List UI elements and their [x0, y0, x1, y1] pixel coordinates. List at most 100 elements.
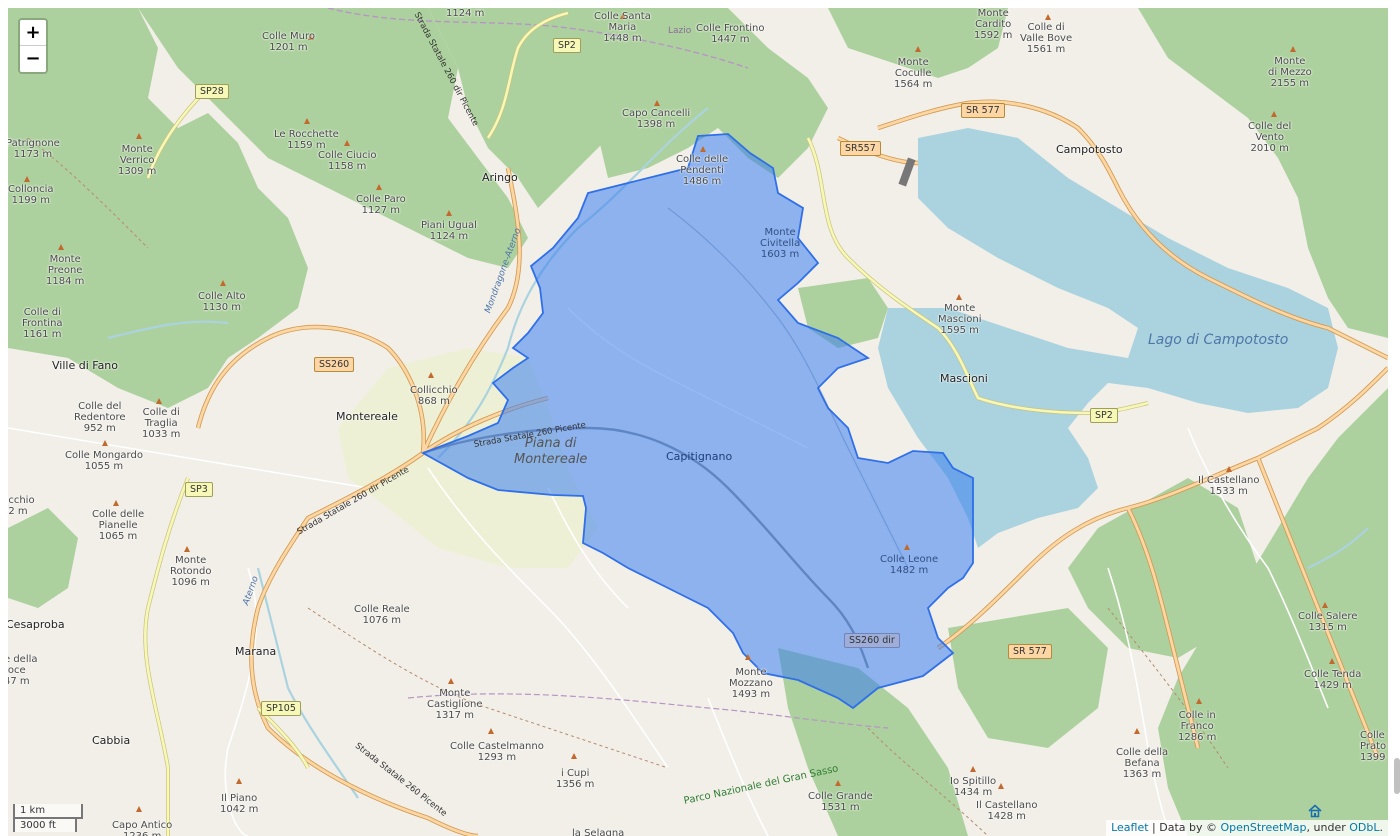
peak-label: Colle Santa Maria 1448 m — [594, 11, 651, 44]
peak-label: Colle Leone 1482 m — [880, 554, 939, 576]
selected-area-polygon — [420, 133, 974, 710]
peak-icon — [915, 46, 921, 52]
peak-label: Monte Castiglione 1317 m — [427, 688, 483, 721]
attribution-under: , under — [1306, 821, 1350, 834]
peak-icon — [113, 500, 119, 506]
peak-icon — [1134, 728, 1140, 734]
leaflet-link[interactable]: Leaflet — [1111, 821, 1149, 834]
odbl-link[interactable]: ODbL — [1349, 821, 1380, 834]
peak-label: Monte Mozzano 1493 m — [729, 667, 773, 700]
peak-icon — [571, 753, 577, 759]
peak-icon — [308, 34, 314, 40]
peak-icon — [654, 100, 660, 106]
peak-icon — [620, 13, 626, 19]
peak-icon — [58, 244, 64, 250]
road-shield: SP105 — [261, 701, 301, 716]
peak-icon — [1271, 111, 1277, 117]
road-shield: SS260 dir — [844, 633, 900, 648]
peak-label: Colle in Franco 1286 m — [1178, 710, 1217, 743]
road-shield: SR 577 — [1008, 644, 1052, 659]
peak-label: Patrignone 1173 m — [8, 138, 60, 160]
peak-label: Capo Cancelli 1398 m — [622, 108, 691, 130]
peak-label: Colle delle Pendenti 1486 m — [676, 154, 729, 187]
town-label: Cabbia — [92, 734, 131, 747]
peak-icon — [1196, 698, 1202, 704]
peak-icon — [220, 280, 226, 286]
peak-label: Colloncia 1199 m — [8, 184, 54, 206]
peak-icon — [184, 546, 190, 552]
region-boundary — [327, 8, 749, 69]
road-shield: SR 577 — [961, 103, 1005, 118]
road-shield: SP2 — [1090, 408, 1118, 423]
peak-icon — [956, 294, 962, 300]
peak-label: Colle Castelmanno 1293 m — [450, 741, 544, 763]
town-label: Montereale — [336, 410, 398, 423]
peak-icon — [1226, 466, 1232, 472]
town-label: Aringo — [482, 171, 518, 184]
peak-label: la Selagna — [572, 828, 625, 836]
scale-imperial: 3000 ft — [13, 817, 77, 832]
forest-areas — [8, 8, 1388, 836]
road-shield: SS260 — [314, 357, 355, 372]
peak-icon — [136, 133, 142, 139]
peak-icon — [428, 372, 434, 378]
peak-label: Colle Ciucio 1158 m — [318, 150, 377, 172]
peak-label: 1124 m — [446, 8, 485, 19]
town-label: Mascioni — [940, 372, 988, 385]
peak-label: Colle Salere 1315 m — [1298, 611, 1358, 633]
lake-shape — [878, 128, 1338, 548]
peak-label: Colle Alto 1130 m — [198, 291, 246, 313]
map-base-layer — [8, 8, 1388, 836]
osm-link[interactable]: OpenStreetMap — [1220, 821, 1307, 834]
peak-icon — [344, 140, 350, 146]
tracks — [27, 137, 1229, 836]
peak-label: Capo Antico1236 m — [112, 820, 173, 836]
road-shield: SP3 — [185, 482, 213, 497]
peak-icon — [1290, 46, 1296, 52]
attribution: Leaflet | Data by © OpenStreetMap, under… — [1106, 820, 1388, 836]
peak-icon — [970, 766, 976, 772]
attribution-separator: | Data by © — [1148, 821, 1221, 834]
zoom-in-button[interactable]: + — [20, 20, 46, 46]
peak-label: Colle Paro 1127 m — [356, 194, 406, 216]
road-shield: SR557 — [840, 141, 881, 156]
peak-label: Colle Tenda 1429 m — [1304, 669, 1362, 691]
peak-label: Colle del Redentore 952 m — [74, 401, 126, 434]
peak-label: Colle di Frontina 1161 m — [22, 307, 63, 340]
peak-label: i Cupi 1356 m — [556, 768, 595, 790]
peak-label: Il Castellano 1533 m — [1198, 475, 1260, 497]
peak-label: Colle Prato 1399 — [1360, 730, 1387, 763]
attribution-end: . — [1379, 821, 1384, 834]
peak-label: Monte Coculle 1564 m — [894, 57, 933, 90]
scrollbar-thumb[interactable] — [1394, 758, 1400, 794]
peak-label: Colle della Befana 1363 m — [1116, 747, 1169, 780]
town-label: Capitignano — [666, 450, 733, 463]
peak-label: Monte Rotondo 1096 m — [170, 555, 212, 588]
peak-icon — [102, 440, 108, 446]
region-label: Lazio — [668, 26, 692, 36]
peak-icon — [1322, 602, 1328, 608]
peak-icon — [304, 118, 310, 124]
peak-label: Monte Cardito 1592 m — [974, 8, 1013, 41]
town-label: Ville di Fano — [52, 359, 119, 372]
peak-label: Monte Verrico 1309 m — [118, 144, 157, 177]
peak-label: Colle Grande 1531 m — [808, 791, 873, 813]
peak-label: Colle Reale 1076 m — [354, 604, 410, 626]
peak-icon — [835, 780, 841, 786]
peak-icon — [745, 654, 751, 660]
map-viewport[interactable]: Colle Muro 1201 m Colle Santa Maria 1448 m… — [8, 8, 1388, 836]
peak-icon — [446, 210, 452, 216]
home-icon[interactable] — [1308, 804, 1322, 818]
zoom-out-button[interactable]: − — [20, 46, 46, 72]
peak-label: ucchio92 m — [8, 495, 35, 517]
peak-icon — [700, 146, 706, 152]
town-label: Marana — [235, 645, 277, 658]
zoom-control: + − — [18, 18, 48, 74]
secondary-roads — [144, 11, 1149, 836]
peak-label: Colle Frontino 1447 m — [696, 23, 765, 45]
plain-label: Piana di Montereale — [514, 436, 588, 467]
peak-icon — [904, 544, 910, 550]
peak-label: Colle del Vento 2010 m — [1248, 121, 1292, 154]
peak-icon — [1329, 658, 1335, 664]
peak-label: Il Castellano 1428 m — [976, 800, 1038, 822]
